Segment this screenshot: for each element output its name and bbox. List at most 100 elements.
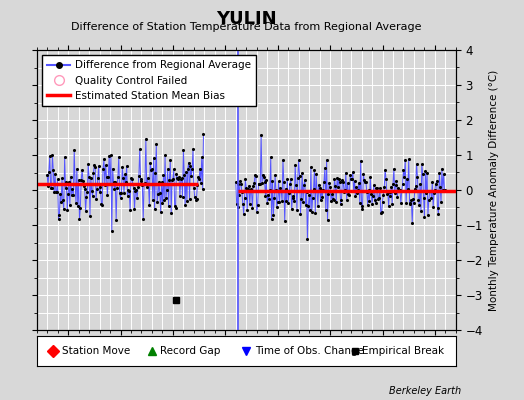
Point [93,186,101,192]
Point [90,162,99,168]
Point [400,174,409,180]
Point [165,176,173,183]
Point [307,164,315,171]
Point [68,186,77,192]
Point [80,183,88,189]
Point [361,179,369,186]
Point [302,189,311,196]
Point [355,180,363,186]
Point [67,174,75,180]
Point [320,178,328,185]
Point [437,199,445,206]
Point [58,175,66,181]
Point [137,176,146,182]
Point [288,193,297,200]
Point [188,166,196,172]
Point [128,180,137,187]
Point [390,190,399,196]
Point [407,197,416,204]
Point [358,206,367,212]
Point [73,203,82,209]
Point [262,177,270,184]
Point [233,204,242,210]
Point [86,212,94,219]
Point [151,170,160,176]
Point [440,187,449,194]
Point [280,218,289,224]
Point [420,213,429,220]
Point [60,154,69,160]
Point [411,183,420,190]
Point [158,200,167,206]
Text: Time of Obs. Change: Time of Obs. Change [255,346,364,356]
Point [50,189,58,196]
Point [388,200,396,207]
Point [235,192,244,198]
Point [359,171,367,178]
Point [263,200,271,206]
Point [102,162,110,169]
Point [91,164,100,170]
Point [146,160,155,166]
Legend: Difference from Regional Average, Quality Control Failed, Estimated Station Mean: Difference from Regional Average, Qualit… [42,55,256,106]
Point [63,206,71,213]
Point [195,176,203,182]
Point [373,184,381,191]
Point [322,157,331,163]
Point [269,212,278,218]
Point [411,186,419,192]
Point [183,166,192,172]
Point [276,185,285,192]
Point [174,176,182,182]
Point [396,187,404,193]
Point [233,201,241,207]
Point [401,156,409,163]
Point [184,160,193,166]
Point [403,186,412,192]
Point [191,194,199,201]
Point [305,192,313,198]
Point [372,185,380,191]
Point [277,188,286,194]
Point [70,147,79,153]
Point [319,186,328,193]
Point [309,195,317,201]
Point [84,161,92,168]
Point [155,179,163,185]
Point [62,179,71,186]
Point [144,181,152,188]
Point [196,180,205,187]
Point [60,206,68,213]
Point [255,181,264,187]
Point [189,146,197,152]
Point [398,188,406,194]
Point [258,180,266,186]
Point [71,181,79,187]
Point [268,178,277,184]
Point [414,197,422,203]
Point [338,177,346,184]
Point [354,187,362,193]
Point [318,194,326,200]
Point [89,169,97,176]
Point [275,199,283,205]
Point [45,169,53,175]
Point [244,186,252,192]
Point [161,152,169,159]
Point [140,181,148,187]
Point [419,195,428,202]
Point [81,208,90,214]
Point [375,195,383,202]
Point [248,205,257,212]
Point [57,199,66,205]
Point [108,166,117,172]
Point [379,191,388,198]
Point [199,185,207,192]
Point [321,165,329,171]
Point [342,170,350,176]
Point [123,163,131,169]
Point [177,176,185,183]
Point [53,176,62,182]
Point [170,203,179,210]
Point [385,203,393,209]
